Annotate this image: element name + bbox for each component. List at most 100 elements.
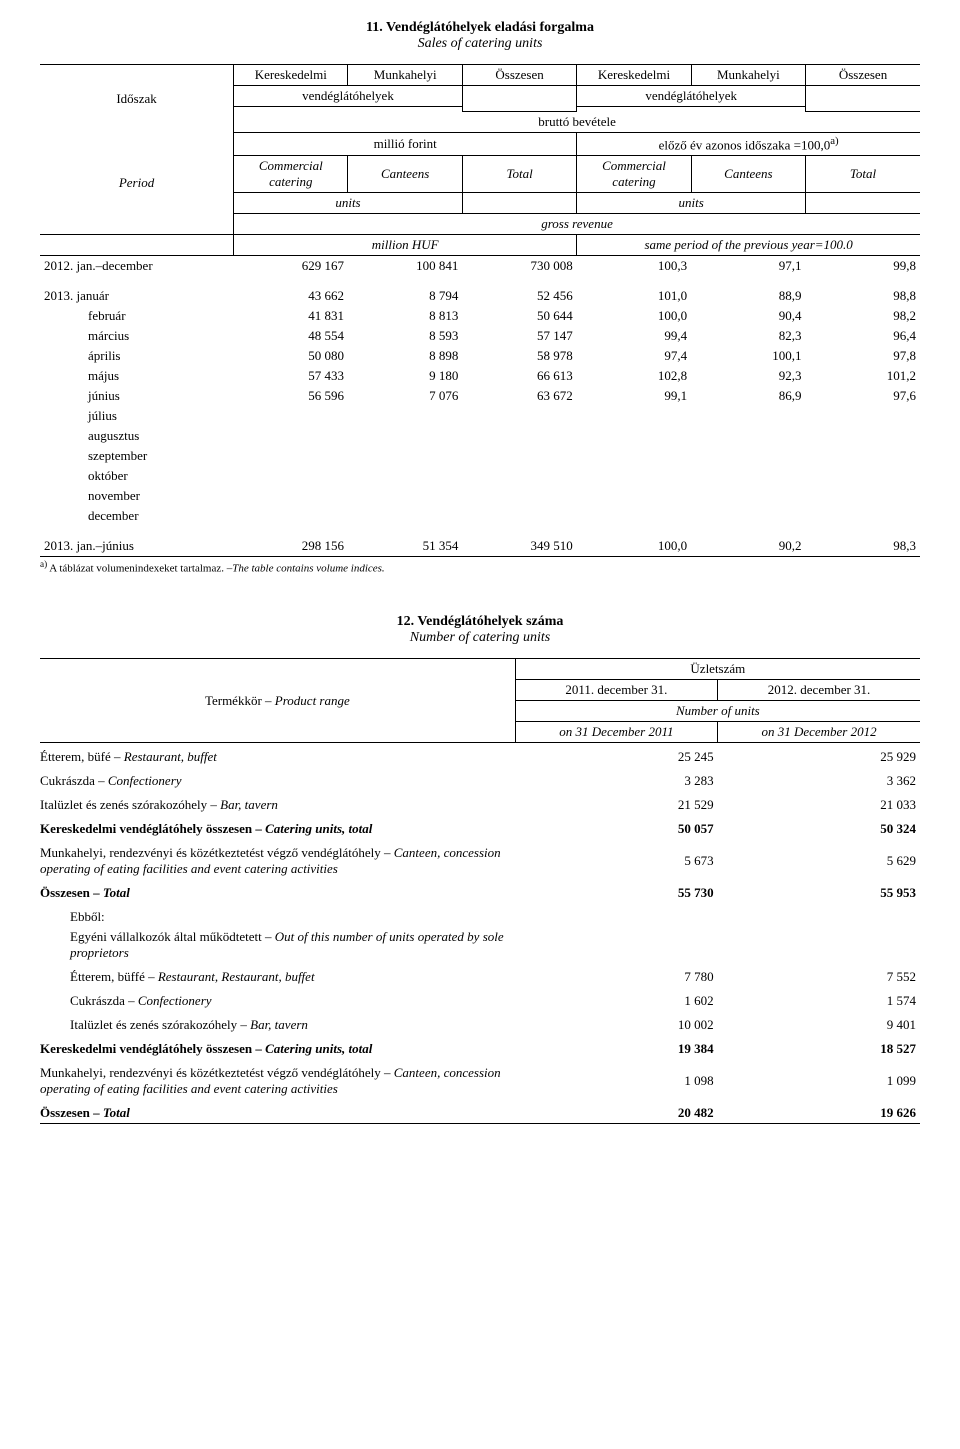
t1-row-label: december [40,506,234,526]
t2-cell: 18 527 [718,1039,920,1059]
t2-row-name: Munkahelyi, rendezvényi és közétkeztetés… [40,843,515,879]
table1-title-en: Sales of catering units [40,36,920,52]
t1-cell: 730 008 [462,255,576,276]
t1-summary-c1: 298 156 [234,536,348,557]
table1: Időszak Kereskedelmi Munkahelyi Összesen… [40,64,920,557]
t2-cell: 1 574 [718,991,920,1011]
t1-cell [577,446,691,466]
t2-cell: 19 384 [515,1039,717,1059]
footnote-hu: A táblázat volumenindexeket tartalmaz. – [47,562,232,574]
t1-summary-c4: 100,0 [577,536,691,557]
t2-cell: 1 602 [515,991,717,1011]
t1-cell: 97,8 [806,346,920,366]
t1-row-label: június [40,386,234,406]
t2-cell: 25 929 [718,747,920,767]
t1-cell [234,446,348,466]
hdr-tot-1: Total [462,155,576,192]
hdr-comm-2: Commercial catering [577,155,691,192]
t1-cell: 8 794 [348,286,462,306]
footnote-en: The table contains volume indices. [232,562,384,574]
hdr-gross: gross revenue [234,213,920,234]
t1-row-label: április [40,346,234,366]
table2-title-en: Number of catering units [40,630,920,646]
t1-cell: 41 831 [234,306,348,326]
t1-cell: 8 898 [348,346,462,366]
t1-cell: 96,4 [806,326,920,346]
t2-cell: 50 057 [515,819,717,839]
hdr-comm-1: Commercial catering [234,155,348,192]
t2-hdr-uzlet: Üzletszám [515,659,920,680]
t1-cell: 63 672 [462,386,576,406]
t2-cell: 25 245 [515,747,717,767]
t1-cell [462,426,576,446]
hdr-vendeg-2: vendéglátóhelyek [577,86,806,107]
hdr-units-1: units [234,192,463,213]
t1-cell: 82,3 [691,326,805,346]
t1-summary-c3: 349 510 [462,536,576,557]
t2-cell: 3 283 [515,771,717,791]
hdr-keresk-1: Kereskedelmi [234,65,348,86]
t2-cell: 10 002 [515,1015,717,1035]
t2-ebbol-sub: Egyéni vállalkozók által működtetett – O… [40,927,515,963]
t1-cell: 48 554 [234,326,348,346]
t1-cell: 90,4 [691,306,805,326]
t1-cell [577,406,691,426]
t1-row-label: május [40,366,234,386]
t1-cell: 8 813 [348,306,462,326]
t1-cell: 101,0 [577,286,691,306]
t1-cell [462,466,576,486]
t2-row-name: Összesen – Total [40,883,515,903]
hdr-munka-2: Munkahelyi [691,65,805,86]
t1-cell [577,486,691,506]
t2-cell: 1 099 [718,1063,920,1099]
t1-cell [806,406,920,426]
t1-cell: 101,2 [806,366,920,386]
t2-hdr-termek-en: Product range [275,693,350,708]
t1-cell: 629 167 [234,255,348,276]
t2-cell: 1 098 [515,1063,717,1099]
hdr-units-2: units [577,192,806,213]
t1-cell [348,446,462,466]
t1-cell: 102,8 [577,366,691,386]
t1-cell [462,406,576,426]
t2-hdr-termek-hu: Termékkör – [205,693,275,708]
t2-row-name: Kereskedelmi vendéglátóhely összesen – C… [40,1039,515,1059]
t2-row-name: Munkahelyi, rendezvényi és közétkeztetés… [40,1063,515,1099]
t1-cell: 98,8 [806,286,920,306]
t1-cell: 9 180 [348,366,462,386]
t1-summary-label: 2013. jan.–június [40,536,234,557]
t1-cell: 100,1 [691,346,805,366]
t1-cell: 8 593 [348,326,462,346]
t2-row-name: Összesen – Total [40,1103,515,1124]
t1-cell: 99,8 [806,255,920,276]
t1-cell [691,446,805,466]
t1-cell [806,446,920,466]
t1-row-label: február [40,306,234,326]
t1-row-label: március [40,326,234,346]
hdr-millio: millió forint [234,132,577,155]
table1-title-hu: 11. Vendéglátóhelyek eladási forgalma [40,20,920,36]
hdr-period: Period [40,132,234,234]
t1-row-label: július [40,406,234,426]
t2-hdr-c1hu: 2011. december 31. [515,680,717,701]
t1-cell: 50 644 [462,306,576,326]
t1-cell: 86,9 [691,386,805,406]
t2-ebbol-sub-hu: Egyéni vállalkozók által működtetett – [70,929,275,944]
t1-cell [806,486,920,506]
t1-cell: 100 841 [348,255,462,276]
t1-cell [462,506,576,526]
t2-cell: 7 780 [515,967,717,987]
t1-row-label: november [40,486,234,506]
t1-cell [234,406,348,426]
t2-row-name: Cukrászda – Confectionery [40,991,515,1011]
t2-cell: 55 953 [718,883,920,903]
t1-cell [691,466,805,486]
t1-cell [348,406,462,426]
hdr-keresk-2: Kereskedelmi [577,65,691,86]
hdr-vendeg-1: vendéglátóhelyek [234,86,463,107]
t1-cell [234,426,348,446]
t1-cell [234,506,348,526]
t2-cell: 50 324 [718,819,920,839]
t1-cell [691,406,805,426]
t1-cell: 99,1 [577,386,691,406]
